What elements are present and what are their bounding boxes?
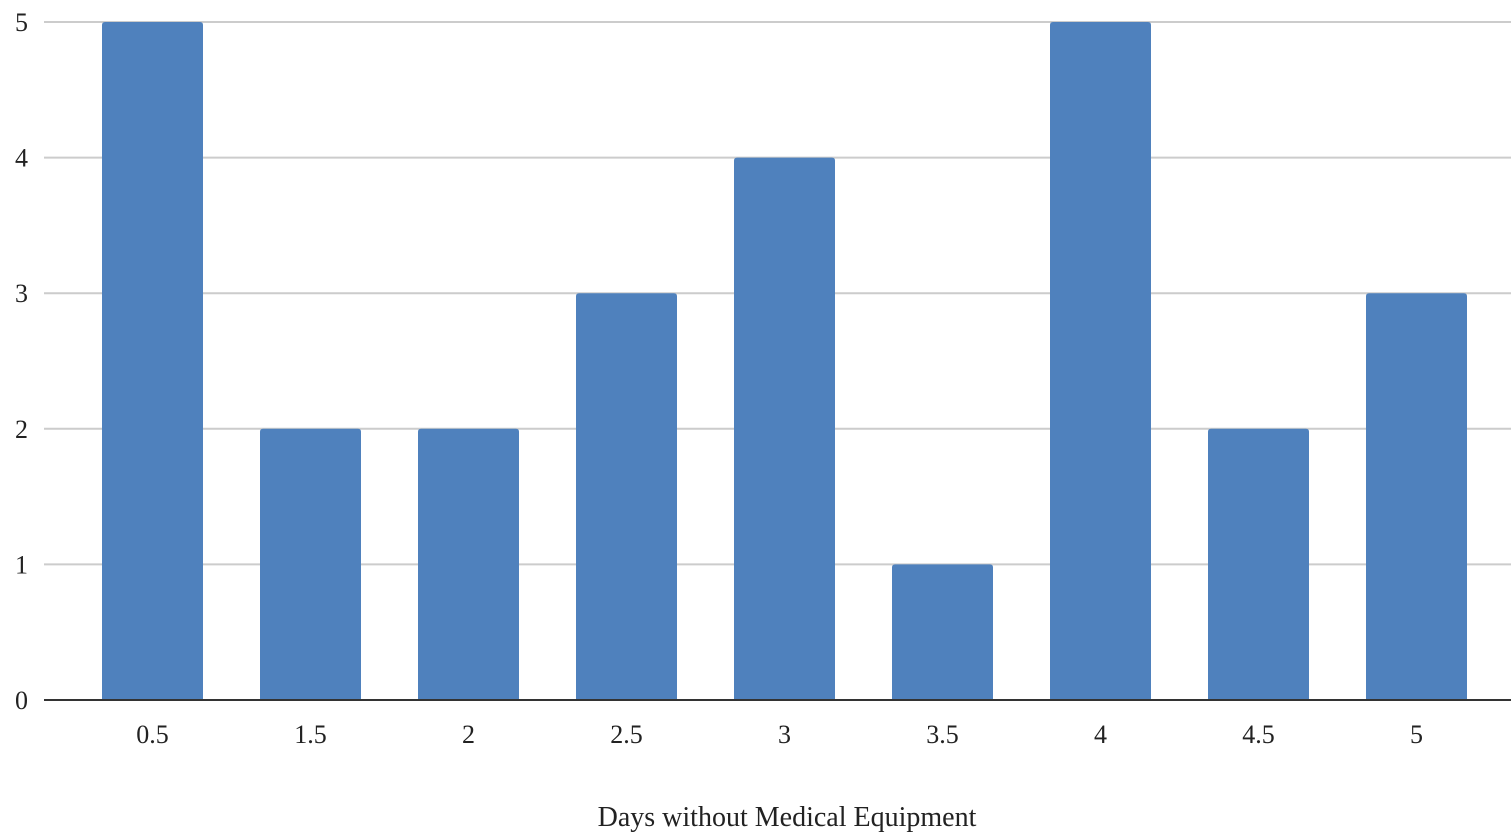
y-tick-label: 1: [15, 550, 28, 579]
y-tick-label: 0: [15, 686, 28, 715]
x-axis-title: Days without Medical Equipment: [598, 802, 977, 833]
x-tick-label: 1.5: [294, 720, 327, 749]
bar-2: [418, 428, 519, 700]
x-tick-label: 2: [462, 720, 475, 749]
bar-4.5: [1208, 428, 1309, 700]
bar-3: [734, 157, 835, 701]
y-tick-label: 4: [15, 144, 28, 173]
x-tick-label: 3: [778, 720, 791, 749]
y-tick-label: 2: [15, 415, 28, 444]
x-axis-tick-labels: 0.5 1.5 2 2.5 3 3.5 4 4.5 5: [136, 720, 1423, 749]
bar-2.5: [576, 293, 677, 700]
bar-4: [1050, 22, 1151, 700]
bar-0.5: [102, 22, 203, 700]
x-tick-label: 4: [1094, 720, 1107, 749]
bars: [102, 22, 1467, 701]
bar-1.5: [260, 428, 361, 700]
x-tick-label: 2.5: [610, 720, 643, 749]
x-tick-label: 5: [1410, 720, 1423, 749]
y-tick-label: 3: [15, 279, 28, 308]
bar-5: [1366, 293, 1467, 700]
bar-3.5: [892, 564, 993, 700]
y-axis-tick-labels: 0 1 2 3 4 5: [15, 8, 28, 715]
x-tick-label: 3.5: [926, 720, 959, 749]
y-tick-label: 5: [15, 8, 28, 37]
x-tick-label: 0.5: [136, 720, 169, 749]
x-tick-label: 4.5: [1242, 720, 1275, 749]
